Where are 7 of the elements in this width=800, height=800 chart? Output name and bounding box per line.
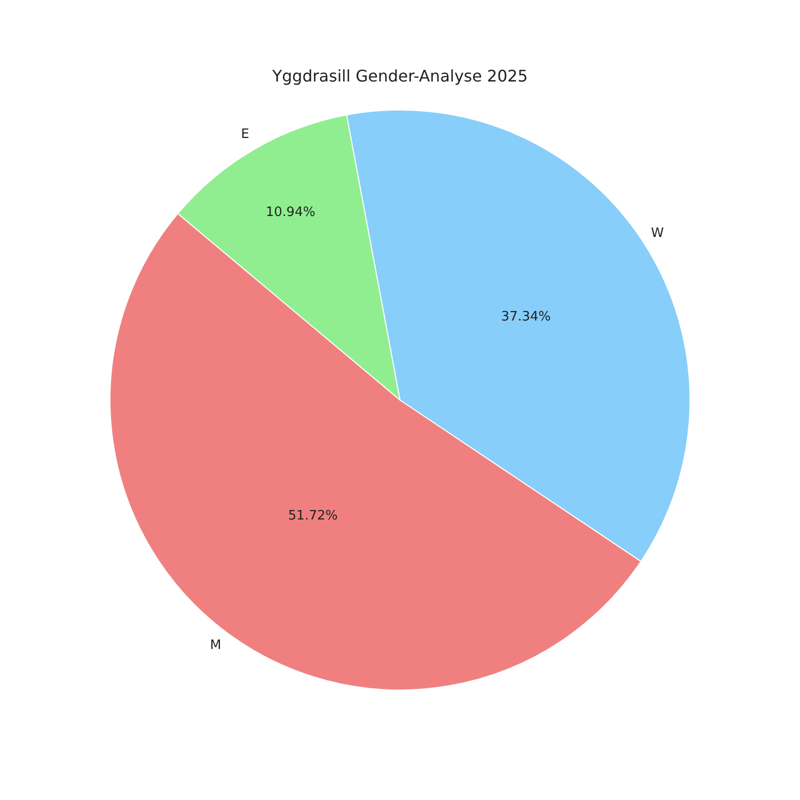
slice-label: W bbox=[651, 226, 664, 241]
data-label: 51.72% bbox=[288, 508, 338, 524]
slice-label: M bbox=[210, 638, 222, 653]
data-label: 10.94% bbox=[266, 205, 316, 220]
data-label: 37.34% bbox=[501, 309, 551, 324]
chart-title: Yggdrasill Gender-Analyse 2025 bbox=[271, 66, 528, 86]
slice-label: E bbox=[241, 127, 250, 142]
